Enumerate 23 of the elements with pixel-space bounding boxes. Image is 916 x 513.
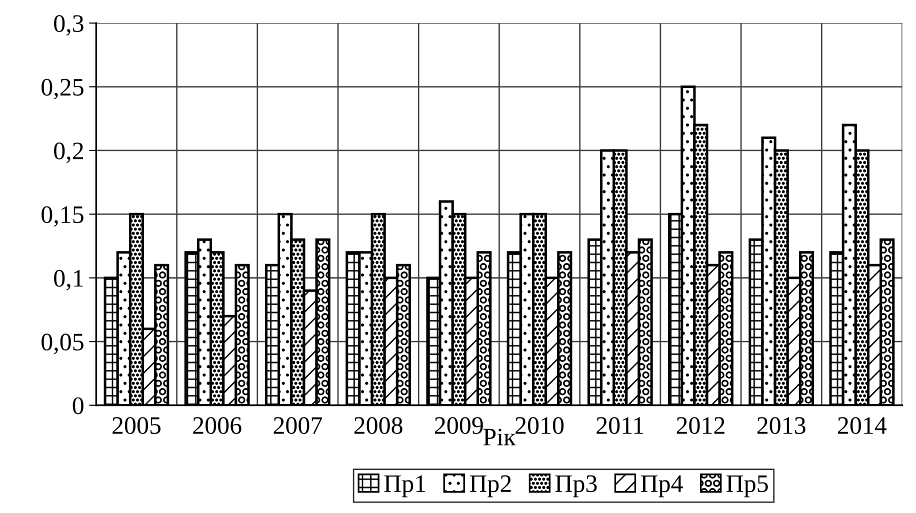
y-tick-label: 0,15	[42, 206, 84, 227]
x-tick-label: 2013	[757, 417, 806, 434]
legend-label: Пр5	[726, 475, 768, 498]
x-tick-label: 2014	[838, 417, 887, 434]
y-tick-label: 0,25	[42, 78, 84, 100]
legend-label: Пр1	[384, 475, 426, 498]
y-tick-label: 0,1	[54, 270, 83, 290]
legend-label: Пр2	[470, 475, 511, 498]
x-tick-label: 2008	[354, 417, 402, 434]
x-tick-label: 2007	[274, 417, 322, 434]
x-tick-label: 2010	[516, 417, 564, 434]
x-tick-label: 2012	[676, 417, 724, 434]
y-tick-label: 0,3	[54, 15, 84, 36]
y-tick-label: 0	[72, 397, 84, 414]
x-axis-title: Рік	[483, 428, 516, 446]
y-tick-label: 0,05	[42, 334, 84, 354]
x-tick-label: 2009	[435, 417, 483, 434]
x-tick-label: 2011	[596, 417, 644, 434]
y-tick-label: 0,2	[54, 142, 83, 163]
x-tick-label: 2005	[112, 417, 161, 434]
legend-label: Пр4	[640, 475, 683, 498]
legend-label: Пр3	[555, 475, 597, 498]
x-tick-label: 2006	[193, 417, 242, 434]
